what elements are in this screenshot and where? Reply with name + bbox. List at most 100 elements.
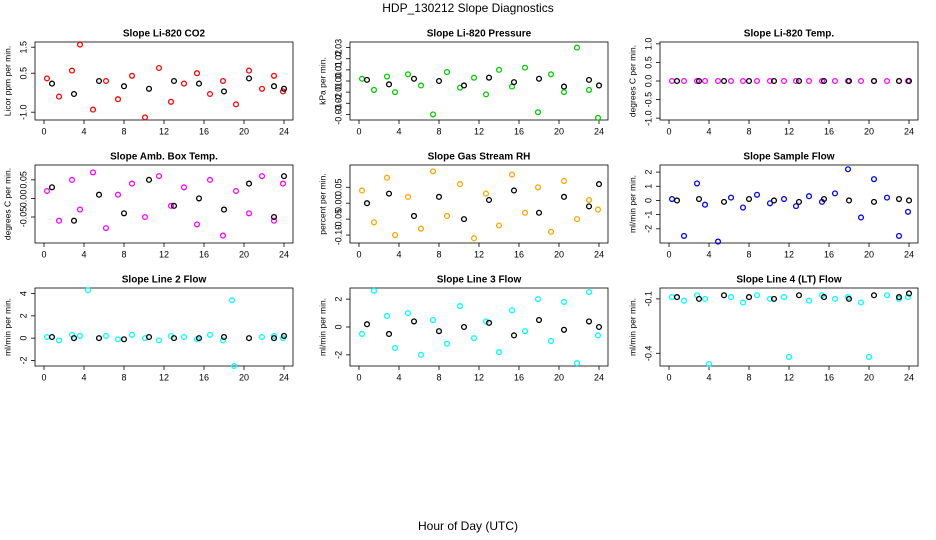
x-tick-label: 16 xyxy=(824,249,834,259)
x-tick-label: 16 xyxy=(199,249,209,259)
point xyxy=(270,335,278,342)
x-tick-label: 24 xyxy=(594,249,604,259)
point xyxy=(170,335,178,342)
x-tick-label: 12 xyxy=(474,372,484,382)
point xyxy=(535,316,543,324)
point xyxy=(770,77,778,85)
x-tick-label: 24 xyxy=(594,372,604,382)
point xyxy=(48,80,56,87)
point xyxy=(232,101,240,108)
point xyxy=(279,180,287,187)
point xyxy=(792,77,800,85)
point xyxy=(594,114,602,121)
point xyxy=(435,328,443,335)
point xyxy=(485,74,493,81)
point xyxy=(443,212,451,219)
point xyxy=(573,360,581,367)
panel-title: Slope Line 4 (LT) Flow xyxy=(736,275,842,286)
x-tick-label: 4 xyxy=(706,249,711,259)
point xyxy=(48,184,56,191)
point xyxy=(383,174,391,181)
point xyxy=(521,64,529,71)
x-tick-label: 0 xyxy=(356,249,361,259)
point xyxy=(739,299,747,306)
point xyxy=(831,77,839,85)
point xyxy=(521,209,529,216)
point xyxy=(404,310,412,317)
x-tick-label: 12 xyxy=(784,372,794,382)
point xyxy=(865,353,873,360)
point xyxy=(220,333,228,341)
point xyxy=(363,321,371,328)
x-tick-label: 20 xyxy=(554,126,564,136)
point xyxy=(673,197,681,204)
point xyxy=(753,292,761,299)
point xyxy=(585,203,593,210)
point xyxy=(560,193,568,200)
point xyxy=(228,297,236,304)
x-tick-label: 24 xyxy=(594,126,604,136)
point xyxy=(141,213,149,221)
y-tick-label: 0.05 xyxy=(18,171,28,189)
point xyxy=(270,83,278,90)
point xyxy=(219,77,227,85)
y-tick-label: -0.05 xyxy=(333,209,343,230)
point xyxy=(410,75,418,82)
point xyxy=(521,328,529,335)
point xyxy=(482,318,490,325)
point xyxy=(55,217,63,224)
x-axis-label: Hour of Day (UTC) xyxy=(418,519,518,533)
x-tick-label: 8 xyxy=(121,126,126,136)
point xyxy=(410,318,418,325)
plot-frame xyxy=(659,164,919,244)
point xyxy=(820,294,828,301)
point xyxy=(102,225,110,232)
y-tick-label: -2 xyxy=(333,351,343,359)
point xyxy=(470,335,478,342)
point xyxy=(485,196,493,204)
point xyxy=(560,326,568,333)
x-tick-label: 0 xyxy=(41,249,46,259)
point xyxy=(727,194,735,201)
x-tick-label: 4 xyxy=(396,249,401,259)
x-tick-label: 20 xyxy=(864,372,874,382)
point xyxy=(114,191,122,198)
panel-title: Slope Gas Stream RH xyxy=(428,152,531,163)
point xyxy=(270,217,278,224)
point xyxy=(410,212,418,219)
y-tick-label: 2 xyxy=(18,313,28,318)
point xyxy=(535,75,543,82)
point xyxy=(70,90,78,98)
point xyxy=(443,340,451,347)
point xyxy=(195,195,203,202)
point xyxy=(220,88,228,95)
x-tick-label: 16 xyxy=(514,249,524,259)
point xyxy=(795,77,803,85)
x-tick-label: 8 xyxy=(121,372,126,382)
x-tick-label: 8 xyxy=(121,249,126,259)
point xyxy=(727,294,735,301)
point xyxy=(805,193,813,200)
point xyxy=(155,337,163,344)
y-tick-label: 0.00 xyxy=(18,190,28,208)
point xyxy=(695,295,703,302)
point xyxy=(792,203,800,210)
point xyxy=(170,202,178,209)
point xyxy=(280,173,288,180)
y-tick-label: -0.1 xyxy=(643,291,653,307)
point xyxy=(363,76,371,83)
point xyxy=(68,67,76,74)
point xyxy=(904,294,912,301)
point xyxy=(534,109,542,116)
point xyxy=(845,197,853,204)
y-tick-label: 0 xyxy=(333,324,343,329)
point xyxy=(206,176,214,183)
x-tick-label: 8 xyxy=(436,126,441,136)
point xyxy=(76,206,84,213)
x-tick-label: 8 xyxy=(746,372,751,382)
y-tick-label: 0.5 xyxy=(18,67,28,80)
x-tick-label: 16 xyxy=(514,372,524,382)
point xyxy=(219,337,227,344)
x-tick-label: 24 xyxy=(904,372,914,382)
